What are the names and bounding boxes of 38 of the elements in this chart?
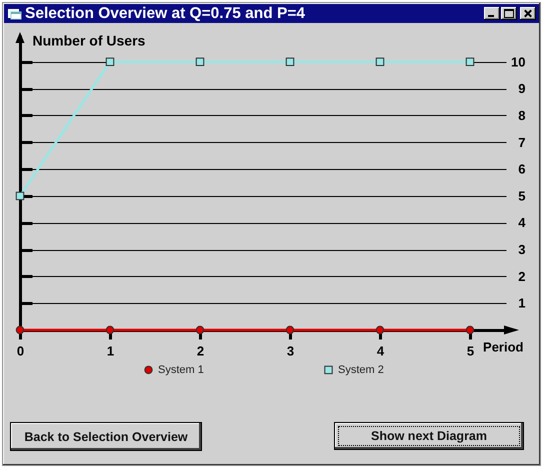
point bbox=[196, 58, 204, 66]
legend-label: System 1 bbox=[158, 364, 204, 376]
point bbox=[376, 326, 384, 334]
y-tick-label: 1 bbox=[518, 296, 526, 311]
chart-title: Selection Overview at Q=0.75 and P=4 bbox=[25, 5, 305, 22]
y-tick-label: 9 bbox=[518, 81, 526, 96]
y-axis-title: Number of Users bbox=[32, 32, 146, 48]
maximize-button[interactable] bbox=[501, 7, 517, 20]
y-tick-label: 10 bbox=[511, 54, 526, 70]
point bbox=[106, 326, 114, 334]
y-tick-label: 5 bbox=[518, 188, 526, 204]
x-tick-label: 0 bbox=[16, 344, 24, 358]
y-tick-label: 6 bbox=[518, 162, 526, 177]
x-tick-label: 3 bbox=[286, 344, 294, 358]
y-tick-label: 8 bbox=[518, 108, 526, 123]
point bbox=[16, 326, 24, 334]
x-axis-title: Period bbox=[483, 340, 524, 354]
x-tick-label: 2 bbox=[196, 344, 204, 358]
minimize-button[interactable] bbox=[484, 7, 500, 20]
x-tick-label: 1 bbox=[106, 344, 114, 358]
point bbox=[466, 326, 474, 334]
x-tick-label: 5 bbox=[466, 344, 474, 358]
legend-label: System 2 bbox=[338, 364, 384, 376]
y-tick-label: 3 bbox=[518, 242, 526, 258]
point bbox=[196, 326, 204, 334]
x-tick-label: 4 bbox=[376, 344, 385, 358]
y-tick-label: 4 bbox=[518, 215, 526, 230]
point bbox=[286, 58, 294, 66]
point bbox=[376, 58, 384, 66]
point bbox=[466, 58, 474, 66]
point bbox=[106, 58, 114, 66]
close-button[interactable] bbox=[520, 7, 536, 20]
y-tick-label: 7 bbox=[518, 134, 526, 150]
y-tick-label: 2 bbox=[518, 268, 526, 284]
back-button[interactable]: Back to Selection Overview bbox=[10, 422, 202, 451]
next-button[interactable]: Show next Diagram bbox=[334, 422, 524, 450]
point bbox=[286, 326, 294, 334]
point bbox=[16, 192, 24, 200]
